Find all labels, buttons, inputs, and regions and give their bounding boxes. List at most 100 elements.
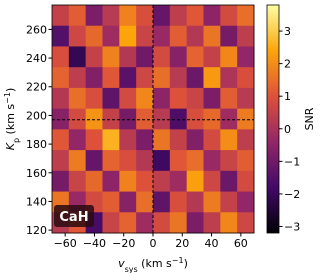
heat-cell (169, 25, 188, 47)
heat-cell (119, 5, 137, 27)
x-tick-label: −40 (83, 237, 106, 250)
heat-cell (52, 5, 70, 27)
ylabel-part: K (4, 142, 17, 150)
heat-cell (52, 129, 70, 151)
heat-cell (119, 25, 137, 47)
x-tick-label: 40 (205, 237, 219, 250)
x-tick-label: 0 (150, 237, 157, 250)
heat-cell (102, 191, 120, 213)
heat-cell (136, 150, 154, 172)
x-tick-label: 20 (175, 237, 189, 250)
colorbar (266, 4, 280, 234)
ylabel-part: ) (4, 88, 17, 92)
heat-cell (220, 46, 238, 68)
heat-cell (237, 25, 255, 47)
heat-cell (153, 212, 171, 234)
heat-cell (237, 129, 255, 151)
heat-cell (119, 150, 137, 172)
heat-cell (102, 108, 120, 130)
xlabel-part: (km s (138, 257, 172, 270)
heat-cell (203, 191, 221, 213)
y-tick-label: 160 (26, 167, 47, 180)
heat-cell (220, 170, 238, 193)
heat-cell (85, 150, 103, 172)
heat-cell (220, 150, 238, 172)
y-tick-label: 140 (26, 195, 47, 208)
heat-cell (237, 67, 255, 89)
heat-cell (52, 25, 70, 47)
y-tick-label: 180 (26, 138, 47, 151)
heat-cell (136, 87, 154, 110)
ylabel-part: (km s (4, 104, 17, 138)
colorbar-tick-label: −1 (284, 155, 300, 168)
heat-cell (203, 46, 221, 68)
heat-cell (102, 5, 120, 27)
heat-cell (186, 87, 204, 110)
heat-cell (119, 87, 137, 110)
heat-cell (169, 5, 188, 27)
heat-cell (136, 129, 154, 151)
heat-cell (220, 25, 238, 47)
heat-cell (169, 129, 188, 151)
heat-cell (136, 191, 154, 213)
heat-cell (186, 170, 204, 193)
heat-cell (186, 108, 204, 130)
heat-cell (237, 87, 255, 110)
heat-cell (153, 108, 171, 130)
heat-cell (119, 46, 137, 68)
heat-cell (237, 170, 255, 193)
annotation-box (54, 205, 94, 227)
heat-cell (169, 87, 188, 110)
heat-cell (220, 212, 238, 234)
heat-cell (85, 67, 103, 89)
heat-cell (102, 67, 120, 89)
heat-cell (52, 170, 70, 193)
heat-cell (203, 129, 221, 151)
heat-cell (220, 191, 238, 213)
heat-cell (85, 25, 103, 47)
heat-cell (186, 212, 204, 234)
heat-cell (52, 46, 70, 68)
heat-cell (85, 87, 103, 110)
heat-cell (153, 150, 171, 172)
annotation: CaH (59, 210, 88, 225)
heat-cell (102, 129, 120, 151)
heat-cell (220, 129, 238, 151)
heat-cell (102, 87, 120, 110)
heat-cell (220, 5, 238, 27)
heat-cell (169, 212, 188, 234)
heat-cell (68, 67, 87, 89)
heat-cell (119, 191, 137, 213)
heat-cell (119, 67, 137, 89)
ylabel-part: −1 (3, 92, 12, 104)
heat-cell (203, 87, 221, 110)
heat-cell (136, 170, 154, 193)
colorbar-tick-label: 1 (284, 90, 291, 103)
xlabel: vsys (km s−1) (118, 256, 188, 273)
heat-cell (186, 67, 204, 89)
ylabel: Kp (km s−1) (3, 88, 21, 151)
heat-cell (203, 170, 221, 193)
heat-cell (52, 150, 70, 172)
heat-cell (119, 129, 137, 151)
x-tick-label: 60 (234, 237, 248, 250)
heat-cell (153, 5, 171, 27)
heat-cell (85, 129, 103, 151)
heat-cell (186, 191, 204, 213)
heat-cell (136, 25, 154, 47)
heat-cell (186, 46, 204, 68)
heat-cell (52, 87, 70, 110)
heat-cell (186, 25, 204, 47)
heat-cell (102, 170, 120, 193)
ylabel-part: p (12, 138, 21, 143)
heat-cell (220, 67, 238, 89)
heat-cell (153, 46, 171, 68)
heat-cell (153, 67, 171, 89)
heat-cell (203, 150, 221, 172)
heat-cell (153, 191, 171, 213)
heat-cell (237, 5, 255, 27)
heat-cell (85, 5, 103, 27)
heat-cell (136, 46, 154, 68)
y-tick-label: 240 (26, 52, 47, 65)
heat-cell (237, 191, 255, 213)
